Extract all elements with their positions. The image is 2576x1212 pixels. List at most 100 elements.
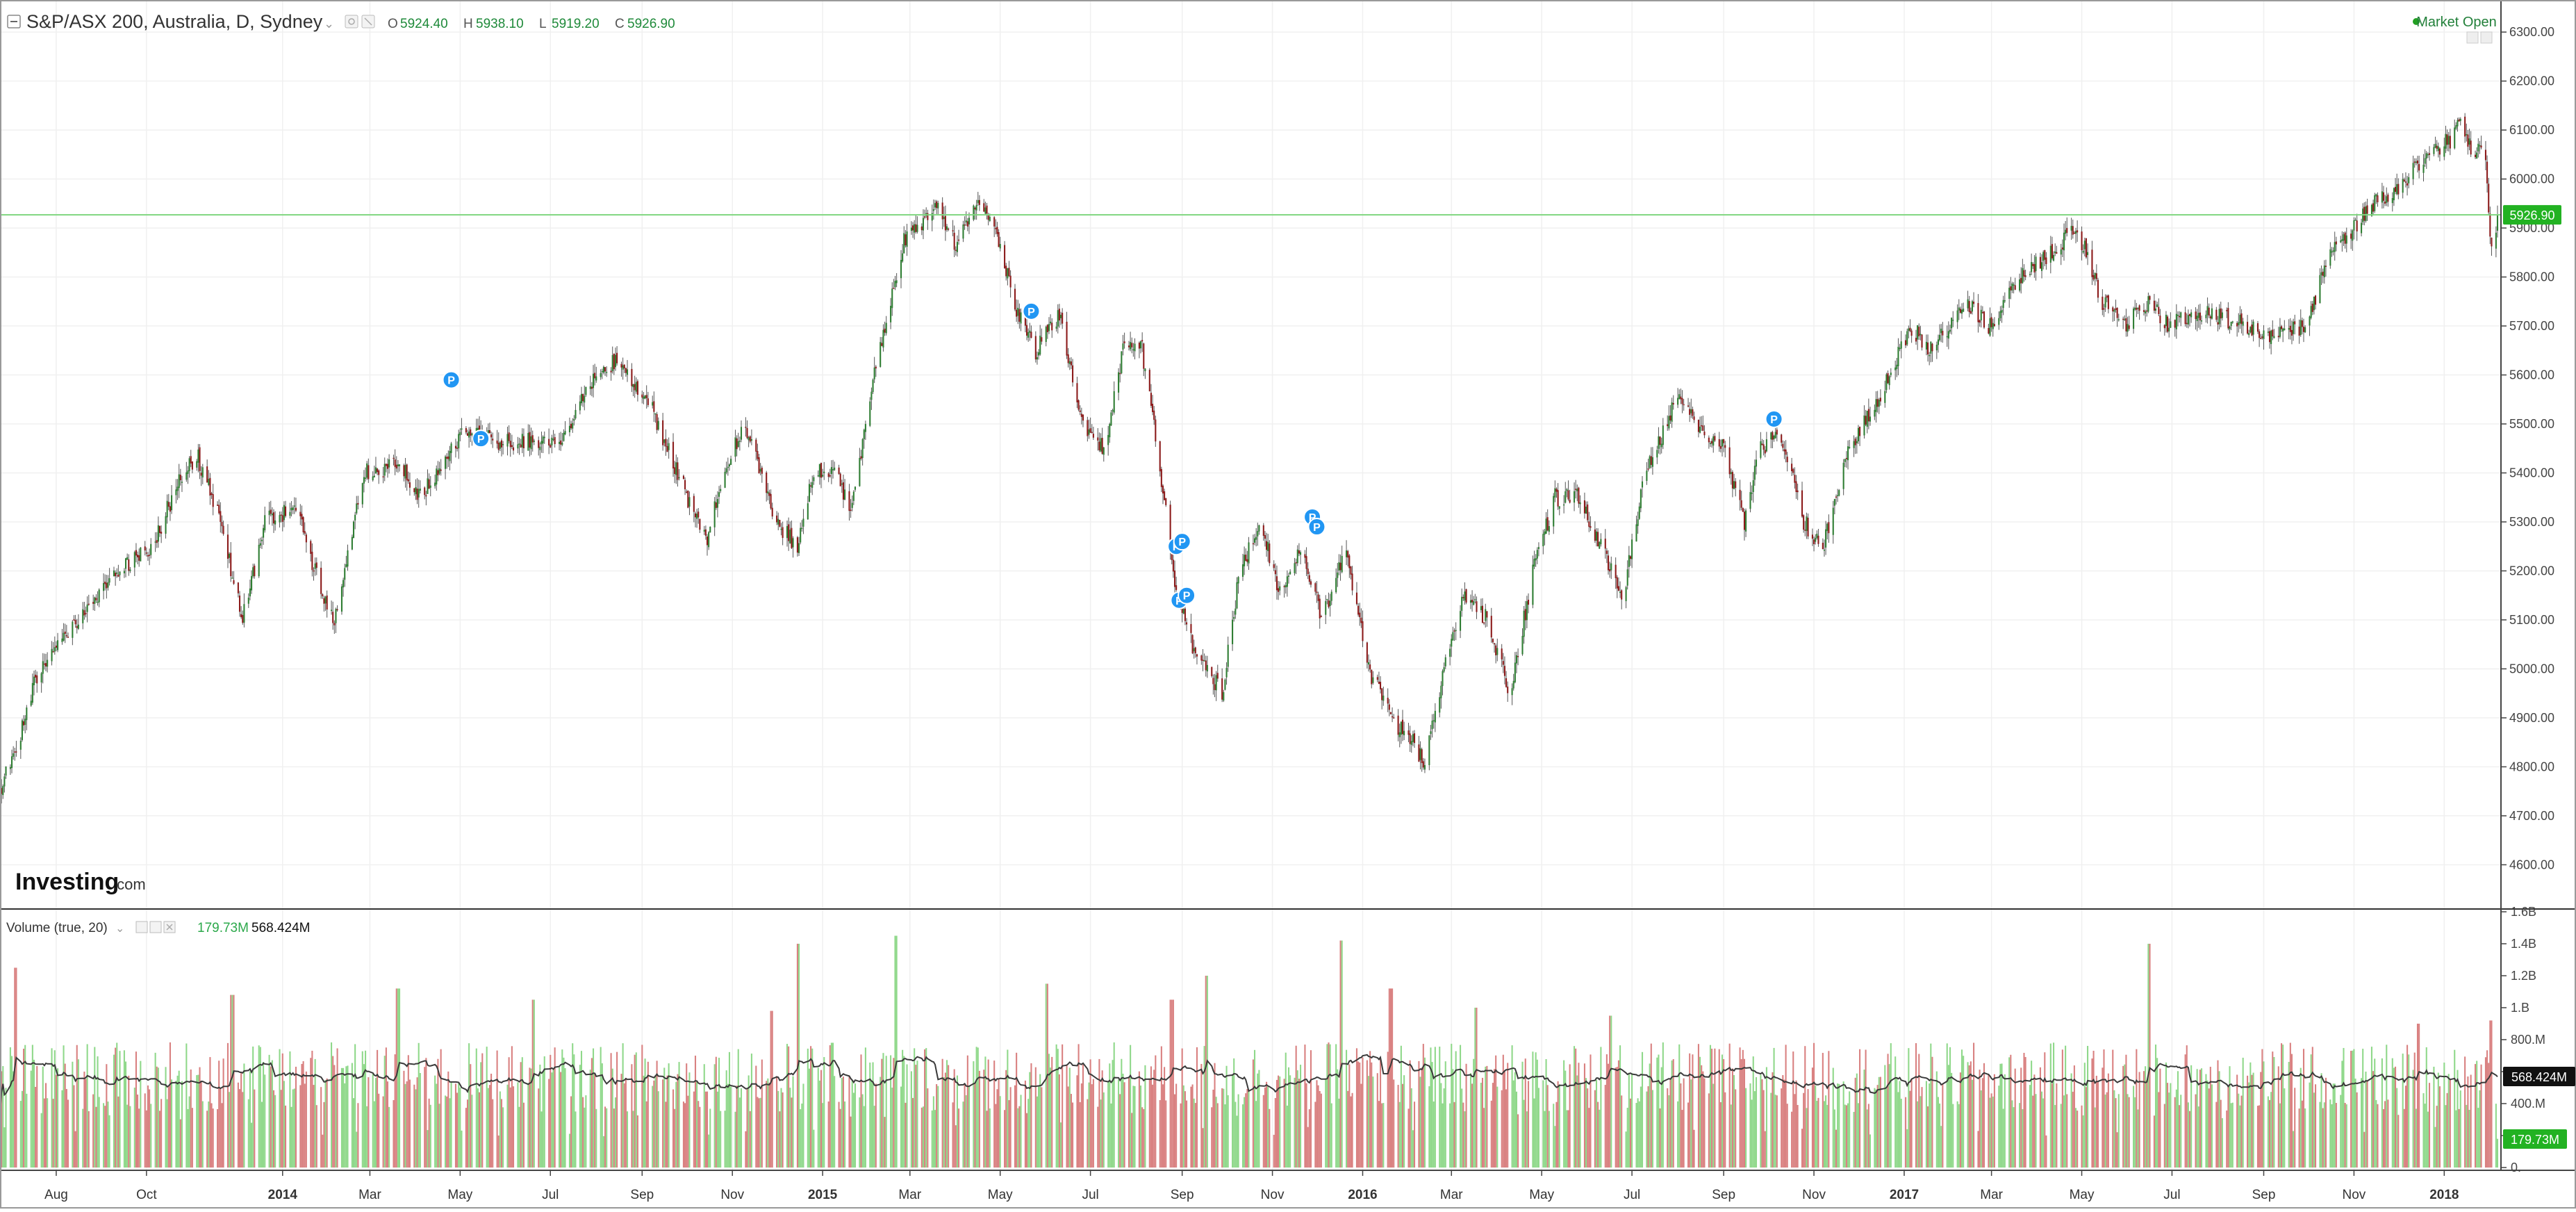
volume-bar <box>1152 1085 1153 1168</box>
pivot-marker[interactable]: P <box>1308 518 1325 535</box>
volume-bar <box>2176 1090 2177 1168</box>
volume-bar <box>1856 1074 1858 1168</box>
volume-bar <box>677 1074 678 1168</box>
volume-bar <box>1432 1062 1433 1168</box>
symbol-title[interactable]: S&P/ASX 200, Australia, D, Sydney <box>26 11 323 32</box>
volume-bar <box>418 1043 420 1168</box>
pivot-marker[interactable]: P <box>443 372 460 388</box>
volume-bar <box>104 1106 106 1168</box>
pivot-marker[interactable]: P <box>1023 303 1039 320</box>
volume-bar <box>1471 1083 1473 1168</box>
volume-bar <box>1245 1093 1246 1168</box>
volume-bar <box>1050 1067 1051 1168</box>
price-axis[interactable]: 6300.006200.006100.006000.005900.005800.… <box>2501 25 2554 871</box>
volume-bar <box>2220 1100 2222 1168</box>
volume-bar <box>927 1088 928 1168</box>
investing-logo: Investing <box>15 869 119 895</box>
scroll-right-icon[interactable] <box>2481 32 2492 43</box>
pivot-marker[interactable]: P <box>1766 411 1783 427</box>
volume-bar <box>1076 1075 1078 1168</box>
volume-bar <box>1909 1091 1910 1168</box>
volume-bar <box>1921 1087 1922 1168</box>
volume-bar <box>1275 1098 1276 1168</box>
volume-bar <box>470 1064 471 1168</box>
volume-bar <box>1496 1087 1498 1168</box>
volume-bar <box>51 1048 52 1168</box>
volume-bar <box>1350 1097 1351 1168</box>
volume-bar <box>283 1081 285 1168</box>
volume-bar <box>2056 1083 2057 1168</box>
volume-bar <box>1596 1080 1597 1168</box>
volume-bar <box>615 1097 616 1168</box>
candle <box>1159 441 1161 477</box>
hide-icon[interactable] <box>362 15 374 28</box>
candle <box>1742 507 1744 512</box>
price-pane[interactable] <box>0 0 2501 908</box>
volume-bar <box>1326 1044 1328 1168</box>
volume-bar <box>1149 1079 1150 1168</box>
volume-bar <box>952 1102 954 1168</box>
volume-bar <box>1066 1065 1067 1168</box>
volume-bar <box>1929 1083 1930 1168</box>
time-tick-label: May <box>2070 1188 2095 1202</box>
volume-bar <box>1097 1107 1098 1168</box>
volume-bar <box>1751 1099 1753 1168</box>
volume-bar <box>1367 1060 1368 1168</box>
volume-bar <box>1939 1104 1940 1168</box>
price-tick-label: 5100.00 <box>2509 613 2554 627</box>
volume-bar <box>1524 1100 1525 1168</box>
pivot-marker[interactable]: P <box>472 430 489 447</box>
volume-bar <box>1918 1054 1919 1168</box>
volume-bar <box>1703 1079 1705 1168</box>
volume-bar <box>509 1057 510 1168</box>
volume-bar <box>1428 1086 1430 1168</box>
chevron-down-icon[interactable]: ⌄ <box>324 17 334 31</box>
volume-bar <box>1212 1090 1214 1168</box>
settings-icon[interactable] <box>345 15 358 28</box>
volume-bar <box>1998 1086 1999 1168</box>
volume-bar <box>1699 1057 1701 1168</box>
volume-bar <box>1639 1102 1640 1168</box>
time-tick-label: Sep <box>630 1188 654 1202</box>
volume-legend-label[interactable]: Volume (true, 20) <box>6 921 108 935</box>
volume-bar <box>958 1108 959 1168</box>
volume-bar <box>1402 1084 1403 1168</box>
volume-value: 179.73M <box>197 921 249 935</box>
chevron-down-icon[interactable]: ⌄ <box>115 923 124 935</box>
volume-bar <box>964 1084 966 1168</box>
volume-bar <box>1164 1067 1165 1168</box>
price-badge: 5926.90 <box>2503 205 2561 224</box>
volume-bar <box>497 1051 498 1168</box>
ohlc-key: H <box>463 17 473 31</box>
hide-icon[interactable] <box>150 922 161 933</box>
volume-bar <box>1627 1108 1628 1168</box>
settings-icon[interactable] <box>136 922 147 933</box>
volume-bar <box>1337 1070 1338 1168</box>
volume-bar <box>397 988 399 1168</box>
price-tick-label: 5200.00 <box>2509 564 2554 578</box>
volume-bar <box>945 1072 946 1168</box>
volume-bar <box>770 1011 772 1168</box>
volume-bar <box>1110 1104 1112 1168</box>
volume-bar <box>755 1066 757 1168</box>
pivot-marker[interactable]: P <box>1178 587 1195 604</box>
price-tick-label: 6200.00 <box>2509 74 2554 88</box>
pivot-marker[interactable]: P <box>1174 533 1191 550</box>
volume-bar <box>467 1099 468 1168</box>
volume-bar <box>1495 1056 1496 1168</box>
volume-bar <box>1433 1102 1435 1168</box>
volume-bar <box>1159 1100 1161 1168</box>
volume-bar <box>1217 1103 1219 1168</box>
volume-bar <box>717 1092 718 1168</box>
candle <box>1269 540 1270 566</box>
collapse-legend-button[interactable] <box>8 15 20 28</box>
volume-bar <box>249 1071 251 1168</box>
volume-bar <box>1514 1072 1516 1168</box>
volume-bar <box>1232 1075 1233 1168</box>
volume-bar <box>1961 1049 1963 1168</box>
scroll-left-icon[interactable] <box>2467 32 2478 43</box>
volume-bar <box>2259 1105 2260 1168</box>
